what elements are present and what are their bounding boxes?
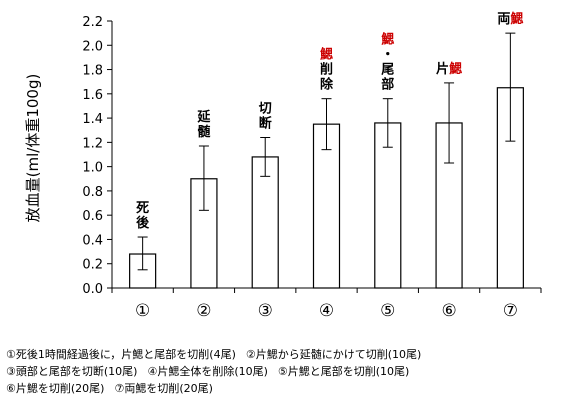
- bar-label-text: ・: [381, 48, 394, 63]
- bar-label-highlight: 鰓: [381, 32, 394, 48]
- y-axis-label: 放血量(ml/体重100g): [24, 74, 42, 223]
- x-tick-label: ②: [196, 301, 211, 321]
- y-tick-label: 1.0: [82, 161, 103, 176]
- footnote: ①死後1時間経過後に，片鰓と尾部を切削(4尾): [6, 348, 236, 361]
- bar: [312, 123, 341, 289]
- bar-label-text: 切: [259, 102, 272, 117]
- y-tick-label: 0.4: [82, 233, 103, 248]
- footnotes: ①死後1時間経過後に，片鰓と尾部を切削(4尾) ②片鰓から延髄にかけて切削(10尾…: [6, 346, 562, 397]
- y-tick-label: 0.8: [82, 185, 103, 200]
- footnote: ⑦両鰓を切削(20尾): [114, 382, 213, 395]
- footnote: ⑤片鰓と尾部を切削(10尾): [277, 365, 410, 378]
- bar-chart: 0.0 0.2 0.4 0.6 0.8 1.0 1.2 1.4 1.6 1.8 2.0 2.2 ① ② ③ ④…: [24, 11, 542, 321]
- bar-label-highlight: 鰓: [510, 11, 523, 27]
- y-tick-label: 1.4: [82, 112, 103, 127]
- y-tick-label: 0.0: [82, 282, 103, 297]
- error-bars: [137, 32, 516, 271]
- y-tick-label: 2.2: [82, 15, 103, 30]
- bar-label-text: 後: [136, 215, 150, 231]
- bar: [251, 156, 279, 289]
- footnote-line: ③頭部と尾部を切断(10尾) ④片鰓全体を削除(10尾) ⑤片鰓と尾部を切削(10尾…: [6, 363, 562, 380]
- x-tick-label: ⑦: [503, 301, 518, 321]
- bar-label: 断: [259, 116, 272, 132]
- bar-label: 削: [320, 62, 333, 78]
- x-tick-label: ⑥: [441, 301, 456, 321]
- y-tick-label: 0.2: [82, 258, 103, 273]
- bar-label: 死: [136, 201, 149, 216]
- bar-label: 除: [320, 77, 334, 93]
- bar-label-text: 除: [320, 77, 334, 93]
- y-tick-label: 1.2: [82, 136, 103, 151]
- bar-label-text: 両: [497, 12, 510, 27]
- bar-label: 延: [196, 109, 211, 125]
- bar-label-highlight: 鰓: [449, 61, 462, 77]
- axes: 0.0 0.2 0.4 0.6 0.8 1.0 1.2 1.4 1.6 1.8 2.0 2.2 ① ② ③ ④…: [82, 15, 542, 321]
- bar-label-highlight: 鰓: [320, 47, 333, 63]
- x-tick-label: ①: [135, 301, 150, 321]
- bar-label: 両鰓: [497, 11, 523, 27]
- footnote: ③頭部と尾部を切断(10尾): [6, 365, 138, 378]
- footnote: ②片鰓から延髄にかけて切削(10尾): [245, 348, 422, 361]
- bar: [374, 122, 402, 289]
- bar-label-text: 尾: [381, 63, 394, 78]
- y-tick-label: 1.8: [82, 64, 103, 79]
- bar-label: 部: [381, 77, 394, 93]
- bar-label-text: 髄: [197, 124, 210, 140]
- x-tick-label: ⑤: [380, 301, 395, 321]
- y-tick-label: 2.0: [82, 39, 103, 54]
- bar-label: 切: [259, 102, 272, 117]
- footnote: ④片鰓全体を削除(10尾): [147, 365, 268, 378]
- footnote-line: ⑥片鰓を切削(20尾) ⑦両鰓を切削(20尾): [6, 380, 562, 397]
- footnote-line: ①死後1時間経過後に，片鰓と尾部を切削(4尾) ②片鰓から延髄にかけて切削(10尾…: [6, 346, 562, 363]
- y-tick-label: 1.6: [82, 88, 103, 103]
- x-tick-label: ③: [258, 301, 273, 321]
- bar-label: 髄: [197, 124, 210, 140]
- bar-label: 片鰓: [436, 61, 462, 77]
- bar-label-text: 部: [381, 77, 394, 93]
- bar-label-text: 削: [320, 62, 333, 78]
- bar-label-text: 死: [136, 201, 149, 216]
- bar-label: 尾: [381, 63, 394, 78]
- bar-label: 鰓: [320, 47, 333, 63]
- bar-label: ・: [381, 48, 394, 63]
- y-tick-label: 0.6: [82, 209, 103, 224]
- x-tick-label: ④: [319, 301, 334, 321]
- bar-label-text: 断: [259, 116, 272, 132]
- bar-label-text: 延: [196, 109, 211, 125]
- footnote: ⑥片鰓を切削(20尾): [6, 382, 105, 395]
- bar-label-text: 片: [436, 61, 449, 77]
- bar-label: 鰓: [381, 32, 394, 48]
- bar-label: 後: [136, 215, 150, 231]
